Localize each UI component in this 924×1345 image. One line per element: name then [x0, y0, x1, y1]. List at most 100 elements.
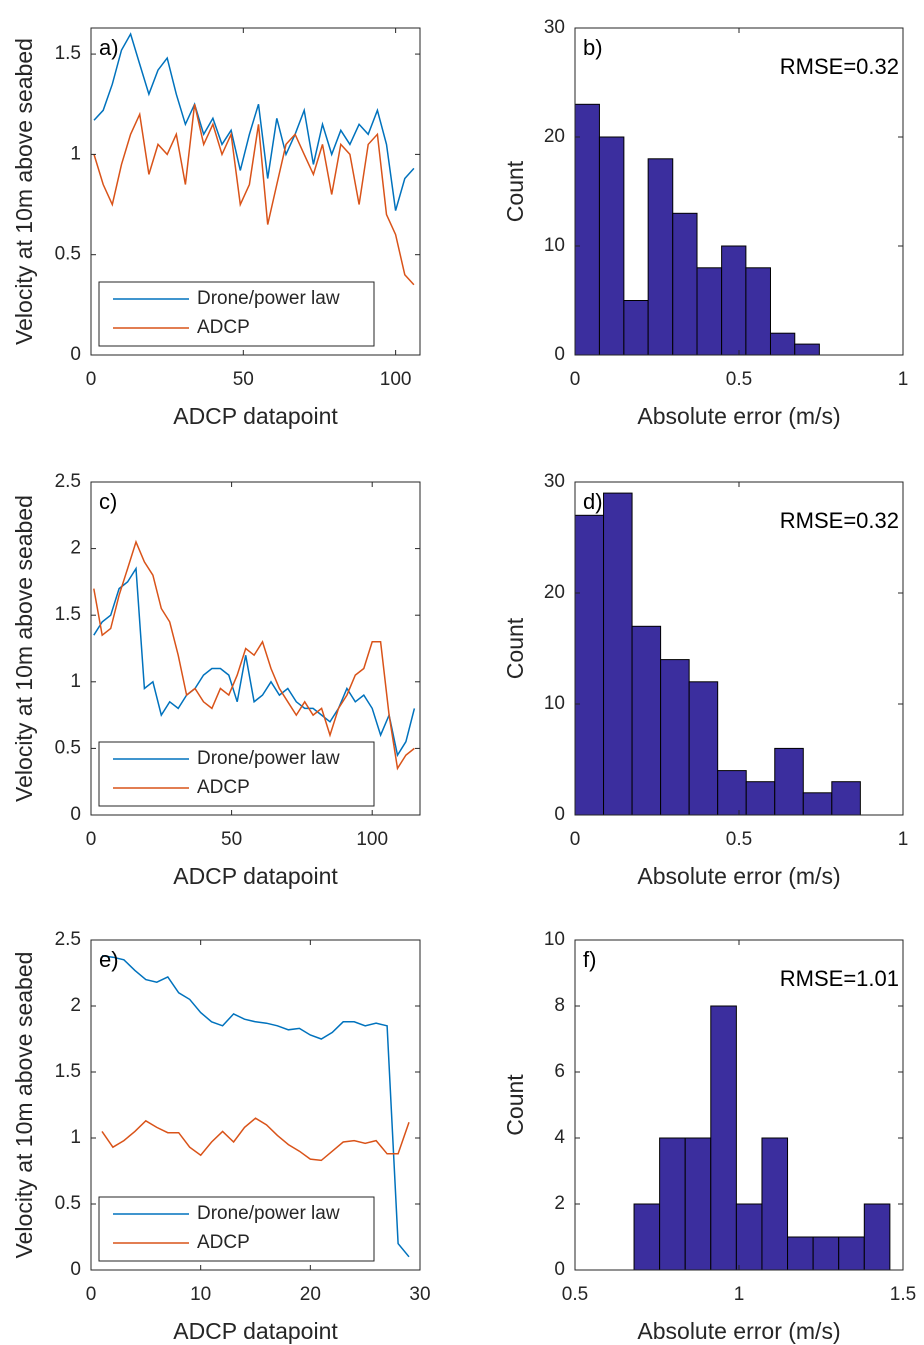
panel: Drone/power law ADCP 0 50 100 0 0.5 1 1.5 2 2.5 ADC… [11, 471, 421, 889]
axes-box [90, 939, 421, 1271]
y-tick-label: 0 [70, 804, 81, 825]
x-axis-label: ADCP datapoint [173, 863, 338, 889]
histogram-bar [574, 103, 600, 356]
y-tick-label: 2 [554, 1193, 565, 1214]
histogram-bar [735, 1203, 763, 1271]
y-axis-label: Velocity at 10m above seabed [11, 495, 37, 802]
y-tick-label: 1 [70, 143, 81, 164]
x-tick-label: 1 [734, 1284, 745, 1305]
histogram-bar [769, 332, 796, 356]
x-tick-label: 100 [356, 829, 388, 850]
legend-label: ADCP [197, 777, 250, 798]
annotation: RMSE=1.01 [780, 966, 899, 991]
x-tick-label: 20 [300, 1284, 321, 1305]
y-tick-label: 20 [544, 126, 565, 147]
y-tick-label: 2 [70, 538, 81, 559]
annotation: d) [583, 489, 603, 514]
x-tick-label: 0 [570, 369, 581, 390]
y-tick-label: 30 [544, 17, 565, 38]
x-tick-label: 30 [409, 1284, 430, 1305]
y-tick-label: 10 [544, 235, 565, 256]
x-tick-label: 1 [898, 829, 909, 850]
panel: Drone/power law ADCP 0 50 100 0 0.5 1 1.5 ADCP da… [11, 27, 421, 429]
series-line [93, 32, 415, 211]
histogram-bar [688, 681, 719, 816]
y-tick-label: 0 [70, 344, 81, 365]
x-axis-label: Absolute error (m/s) [637, 1318, 840, 1344]
y-tick-label: 4 [554, 1127, 565, 1148]
histogram-bar [659, 1137, 686, 1271]
histogram-bar [774, 747, 804, 816]
y-tick-label: 30 [544, 471, 565, 492]
legend-box [98, 741, 375, 807]
annotation: f) [583, 947, 596, 972]
y-tick-label: 1.5 [55, 43, 81, 64]
annotation: a) [99, 35, 119, 60]
y-tick-label: 0 [70, 1259, 81, 1280]
x-axis-label: ADCP datapoint [173, 1318, 338, 1344]
histogram-bar [717, 770, 747, 816]
y-tick-label: 8 [554, 995, 565, 1016]
y-tick-label: 0.5 [55, 737, 81, 758]
series-line [101, 955, 410, 1258]
histogram-bar [721, 245, 747, 356]
panel: 0.5 1 1.5 0 2 4 6 8 10 Absolute error (m/s) Count f… [502, 929, 916, 1344]
legend-label: Drone/power law [197, 1203, 340, 1224]
histogram-bar [696, 267, 723, 356]
histogram-bar [710, 1005, 737, 1271]
x-axis-label: ADCP datapoint [173, 403, 338, 429]
histogram-bar [633, 1203, 661, 1271]
y-tick-label: 1.5 [55, 1061, 81, 1082]
y-axis-label: Velocity at 10m above seabed [11, 38, 37, 345]
x-tick-label: 0.5 [562, 1284, 588, 1305]
legend-label: ADCP [197, 317, 250, 338]
histogram-bar [631, 625, 662, 816]
y-axis-label: Velocity at 10m above seabed [11, 952, 37, 1259]
histogram-bar [672, 212, 698, 356]
y-axis-label: Count [502, 1074, 528, 1136]
x-tick-label: 10 [190, 1284, 211, 1305]
annotation: RMSE=0.32 [780, 508, 899, 533]
histogram-bar [603, 492, 633, 816]
y-tick-label: 0 [554, 1259, 565, 1280]
legend-box [98, 281, 375, 347]
x-tick-label: 100 [380, 369, 412, 390]
x-tick-label: 1 [898, 369, 909, 390]
annotation: RMSE=0.32 [780, 54, 899, 79]
x-tick-label: 50 [221, 829, 242, 850]
legend-box [98, 1196, 375, 1262]
axes-box [90, 27, 421, 356]
y-tick-label: 0 [554, 804, 565, 825]
y-tick-label: 1 [70, 1127, 81, 1148]
y-tick-label: 0.5 [55, 244, 81, 265]
x-axis-label: Absolute error (m/s) [637, 863, 840, 889]
y-tick-label: 6 [554, 1061, 565, 1082]
y-tick-label: 10 [544, 929, 565, 950]
histogram-bar [745, 781, 776, 816]
histogram-bar [812, 1236, 840, 1271]
x-tick-label: 0.5 [726, 369, 752, 390]
y-axis-label: Count [502, 160, 528, 222]
x-tick-label: 0 [86, 369, 97, 390]
x-tick-label: 50 [233, 369, 254, 390]
histogram-bar [802, 792, 833, 816]
legend-label: Drone/power law [197, 748, 340, 769]
histogram-bar [863, 1203, 891, 1271]
histogram-bar [647, 158, 674, 356]
y-tick-label: 0 [554, 344, 565, 365]
panel: Drone/power law ADCP 0 10 20 30 0 0.5 1 1.5 2 2.5 AD… [11, 929, 430, 1344]
x-tick-label: 0.5 [726, 829, 752, 850]
series-line [93, 566, 416, 758]
y-tick-label: 1 [70, 671, 81, 692]
histogram-bar [623, 300, 649, 356]
legend-label: Drone/power law [197, 288, 340, 309]
histogram-bar [598, 136, 625, 356]
x-tick-label: 0 [570, 829, 581, 850]
histogram-bar [794, 343, 820, 356]
x-tick-label: 0 [86, 1284, 97, 1305]
histogram-bar [761, 1137, 789, 1271]
series-line [93, 539, 415, 771]
